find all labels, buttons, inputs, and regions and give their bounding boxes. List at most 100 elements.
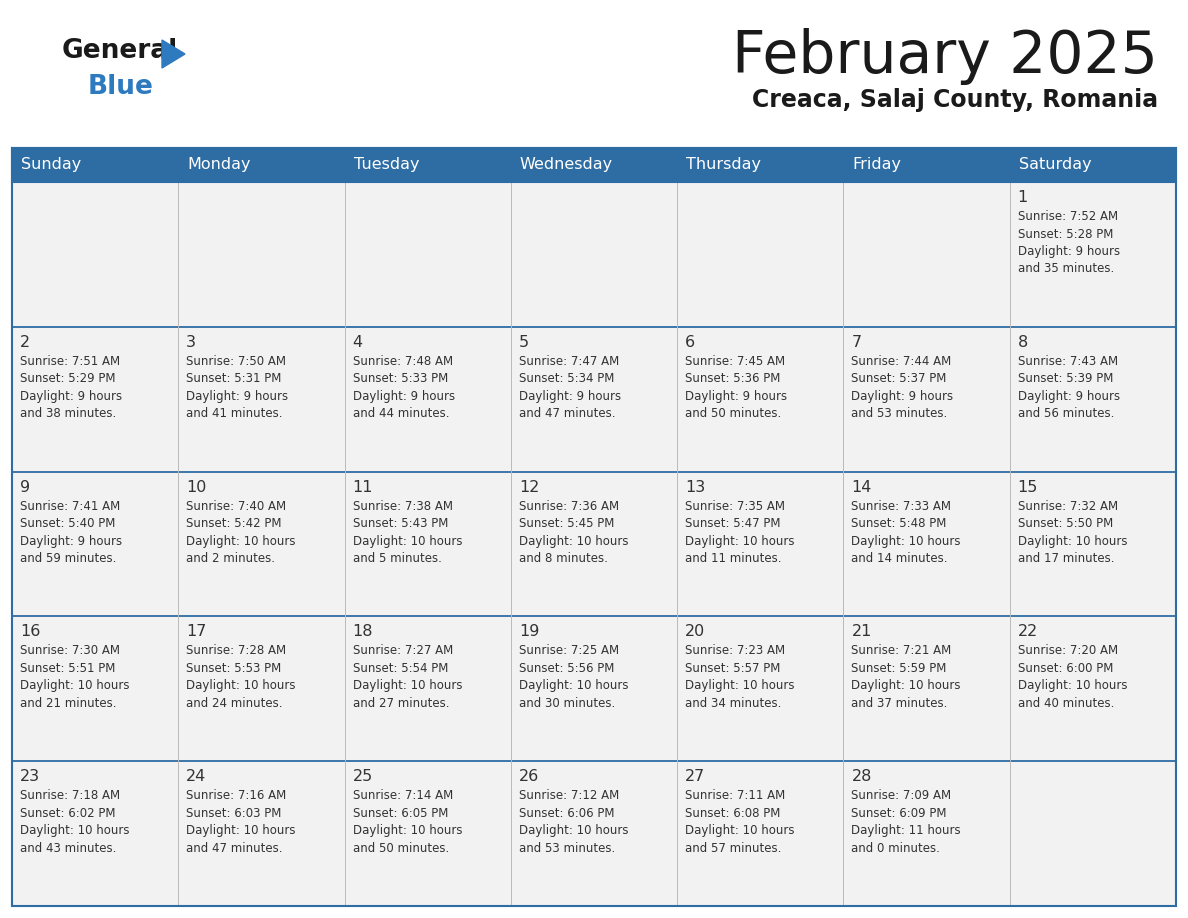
Text: 6: 6 <box>685 335 695 350</box>
Bar <box>345 182 511 327</box>
Text: 19: 19 <box>519 624 539 640</box>
Text: Blue: Blue <box>88 74 154 100</box>
Text: 26: 26 <box>519 769 539 784</box>
Text: Sunrise: 7:40 AM
Sunset: 5:42 PM
Daylight: 10 hours
and 2 minutes.: Sunrise: 7:40 AM Sunset: 5:42 PM Dayligh… <box>187 499 296 565</box>
Bar <box>1010 327 1176 472</box>
Text: Sunrise: 7:43 AM
Sunset: 5:39 PM
Daylight: 9 hours
and 56 minutes.: Sunrise: 7:43 AM Sunset: 5:39 PM Dayligh… <box>1018 354 1120 420</box>
Text: 7: 7 <box>852 335 861 350</box>
Text: Thursday: Thursday <box>687 158 762 173</box>
Text: 14: 14 <box>852 479 872 495</box>
Bar <box>345 472 511 616</box>
Text: Creaca, Salaj County, Romania: Creaca, Salaj County, Romania <box>752 88 1158 112</box>
Text: 9: 9 <box>20 479 30 495</box>
Text: Sunrise: 7:32 AM
Sunset: 5:50 PM
Daylight: 10 hours
and 17 minutes.: Sunrise: 7:32 AM Sunset: 5:50 PM Dayligh… <box>1018 499 1127 565</box>
Text: 5: 5 <box>519 335 529 350</box>
Bar <box>12 327 178 472</box>
Text: 20: 20 <box>685 624 706 640</box>
Bar <box>345 761 511 906</box>
Text: 8: 8 <box>1018 335 1028 350</box>
Text: Sunrise: 7:33 AM
Sunset: 5:48 PM
Daylight: 10 hours
and 14 minutes.: Sunrise: 7:33 AM Sunset: 5:48 PM Dayligh… <box>852 499 961 565</box>
Bar <box>12 148 1176 182</box>
Bar <box>843 472 1010 616</box>
Text: 17: 17 <box>187 624 207 640</box>
Text: 16: 16 <box>20 624 40 640</box>
Bar <box>12 616 178 761</box>
Text: Sunday: Sunday <box>21 158 81 173</box>
Text: February 2025: February 2025 <box>732 28 1158 85</box>
Bar <box>677 761 843 906</box>
Bar <box>511 616 677 761</box>
Text: Sunrise: 7:52 AM
Sunset: 5:28 PM
Daylight: 9 hours
and 35 minutes.: Sunrise: 7:52 AM Sunset: 5:28 PM Dayligh… <box>1018 210 1120 275</box>
Text: Sunrise: 7:14 AM
Sunset: 6:05 PM
Daylight: 10 hours
and 50 minutes.: Sunrise: 7:14 AM Sunset: 6:05 PM Dayligh… <box>353 789 462 855</box>
Bar <box>1010 182 1176 327</box>
Text: Sunrise: 7:28 AM
Sunset: 5:53 PM
Daylight: 10 hours
and 24 minutes.: Sunrise: 7:28 AM Sunset: 5:53 PM Dayligh… <box>187 644 296 710</box>
Text: Sunrise: 7:18 AM
Sunset: 6:02 PM
Daylight: 10 hours
and 43 minutes.: Sunrise: 7:18 AM Sunset: 6:02 PM Dayligh… <box>20 789 129 855</box>
Text: Sunrise: 7:21 AM
Sunset: 5:59 PM
Daylight: 10 hours
and 37 minutes.: Sunrise: 7:21 AM Sunset: 5:59 PM Dayligh… <box>852 644 961 710</box>
Text: Sunrise: 7:41 AM
Sunset: 5:40 PM
Daylight: 9 hours
and 59 minutes.: Sunrise: 7:41 AM Sunset: 5:40 PM Dayligh… <box>20 499 122 565</box>
Bar <box>178 761 345 906</box>
Bar <box>511 182 677 327</box>
Bar <box>677 327 843 472</box>
Text: Tuesday: Tuesday <box>354 158 419 173</box>
Bar <box>511 472 677 616</box>
Bar <box>843 182 1010 327</box>
Text: 3: 3 <box>187 335 196 350</box>
Bar <box>345 327 511 472</box>
Text: Sunrise: 7:23 AM
Sunset: 5:57 PM
Daylight: 10 hours
and 34 minutes.: Sunrise: 7:23 AM Sunset: 5:57 PM Dayligh… <box>685 644 795 710</box>
Text: Sunrise: 7:27 AM
Sunset: 5:54 PM
Daylight: 10 hours
and 27 minutes.: Sunrise: 7:27 AM Sunset: 5:54 PM Dayligh… <box>353 644 462 710</box>
Text: Sunrise: 7:11 AM
Sunset: 6:08 PM
Daylight: 10 hours
and 57 minutes.: Sunrise: 7:11 AM Sunset: 6:08 PM Dayligh… <box>685 789 795 855</box>
Text: 22: 22 <box>1018 624 1038 640</box>
Bar <box>511 327 677 472</box>
Text: Sunrise: 7:16 AM
Sunset: 6:03 PM
Daylight: 10 hours
and 47 minutes.: Sunrise: 7:16 AM Sunset: 6:03 PM Dayligh… <box>187 789 296 855</box>
Text: Wednesday: Wednesday <box>520 158 613 173</box>
Text: Sunrise: 7:25 AM
Sunset: 5:56 PM
Daylight: 10 hours
and 30 minutes.: Sunrise: 7:25 AM Sunset: 5:56 PM Dayligh… <box>519 644 628 710</box>
Text: Sunrise: 7:36 AM
Sunset: 5:45 PM
Daylight: 10 hours
and 8 minutes.: Sunrise: 7:36 AM Sunset: 5:45 PM Dayligh… <box>519 499 628 565</box>
Text: Sunrise: 7:09 AM
Sunset: 6:09 PM
Daylight: 11 hours
and 0 minutes.: Sunrise: 7:09 AM Sunset: 6:09 PM Dayligh… <box>852 789 961 855</box>
Text: 23: 23 <box>20 769 40 784</box>
Text: 13: 13 <box>685 479 706 495</box>
Text: Sunrise: 7:51 AM
Sunset: 5:29 PM
Daylight: 9 hours
and 38 minutes.: Sunrise: 7:51 AM Sunset: 5:29 PM Dayligh… <box>20 354 122 420</box>
Text: 2: 2 <box>20 335 30 350</box>
Text: Sunrise: 7:44 AM
Sunset: 5:37 PM
Daylight: 9 hours
and 53 minutes.: Sunrise: 7:44 AM Sunset: 5:37 PM Dayligh… <box>852 354 954 420</box>
Text: Saturday: Saturday <box>1019 158 1092 173</box>
Bar <box>1010 472 1176 616</box>
Text: 10: 10 <box>187 479 207 495</box>
Bar <box>843 327 1010 472</box>
Text: Sunrise: 7:47 AM
Sunset: 5:34 PM
Daylight: 9 hours
and 47 minutes.: Sunrise: 7:47 AM Sunset: 5:34 PM Dayligh… <box>519 354 621 420</box>
Bar <box>511 761 677 906</box>
Text: Sunrise: 7:12 AM
Sunset: 6:06 PM
Daylight: 10 hours
and 53 minutes.: Sunrise: 7:12 AM Sunset: 6:06 PM Dayligh… <box>519 789 628 855</box>
Text: 18: 18 <box>353 624 373 640</box>
Bar <box>843 616 1010 761</box>
Bar <box>677 616 843 761</box>
Bar <box>12 182 178 327</box>
Bar <box>345 616 511 761</box>
Polygon shape <box>162 40 185 68</box>
Bar <box>843 761 1010 906</box>
Text: 15: 15 <box>1018 479 1038 495</box>
Text: Friday: Friday <box>853 158 902 173</box>
Bar <box>12 472 178 616</box>
Text: 12: 12 <box>519 479 539 495</box>
Bar <box>178 182 345 327</box>
Text: 1: 1 <box>1018 190 1028 205</box>
Bar <box>178 472 345 616</box>
Text: 11: 11 <box>353 479 373 495</box>
Bar <box>677 472 843 616</box>
Bar <box>178 327 345 472</box>
Bar <box>12 148 1176 906</box>
Text: Sunrise: 7:45 AM
Sunset: 5:36 PM
Daylight: 9 hours
and 50 minutes.: Sunrise: 7:45 AM Sunset: 5:36 PM Dayligh… <box>685 354 788 420</box>
Bar <box>1010 616 1176 761</box>
Bar <box>178 616 345 761</box>
Text: 27: 27 <box>685 769 706 784</box>
Text: Sunrise: 7:48 AM
Sunset: 5:33 PM
Daylight: 9 hours
and 44 minutes.: Sunrise: 7:48 AM Sunset: 5:33 PM Dayligh… <box>353 354 455 420</box>
Bar <box>1010 761 1176 906</box>
Text: Sunrise: 7:50 AM
Sunset: 5:31 PM
Daylight: 9 hours
and 41 minutes.: Sunrise: 7:50 AM Sunset: 5:31 PM Dayligh… <box>187 354 289 420</box>
Text: Sunrise: 7:20 AM
Sunset: 6:00 PM
Daylight: 10 hours
and 40 minutes.: Sunrise: 7:20 AM Sunset: 6:00 PM Dayligh… <box>1018 644 1127 710</box>
Text: 21: 21 <box>852 624 872 640</box>
Text: 4: 4 <box>353 335 362 350</box>
Bar <box>677 182 843 327</box>
Bar <box>12 761 178 906</box>
Text: Sunrise: 7:38 AM
Sunset: 5:43 PM
Daylight: 10 hours
and 5 minutes.: Sunrise: 7:38 AM Sunset: 5:43 PM Dayligh… <box>353 499 462 565</box>
Text: 28: 28 <box>852 769 872 784</box>
Text: Monday: Monday <box>188 158 251 173</box>
